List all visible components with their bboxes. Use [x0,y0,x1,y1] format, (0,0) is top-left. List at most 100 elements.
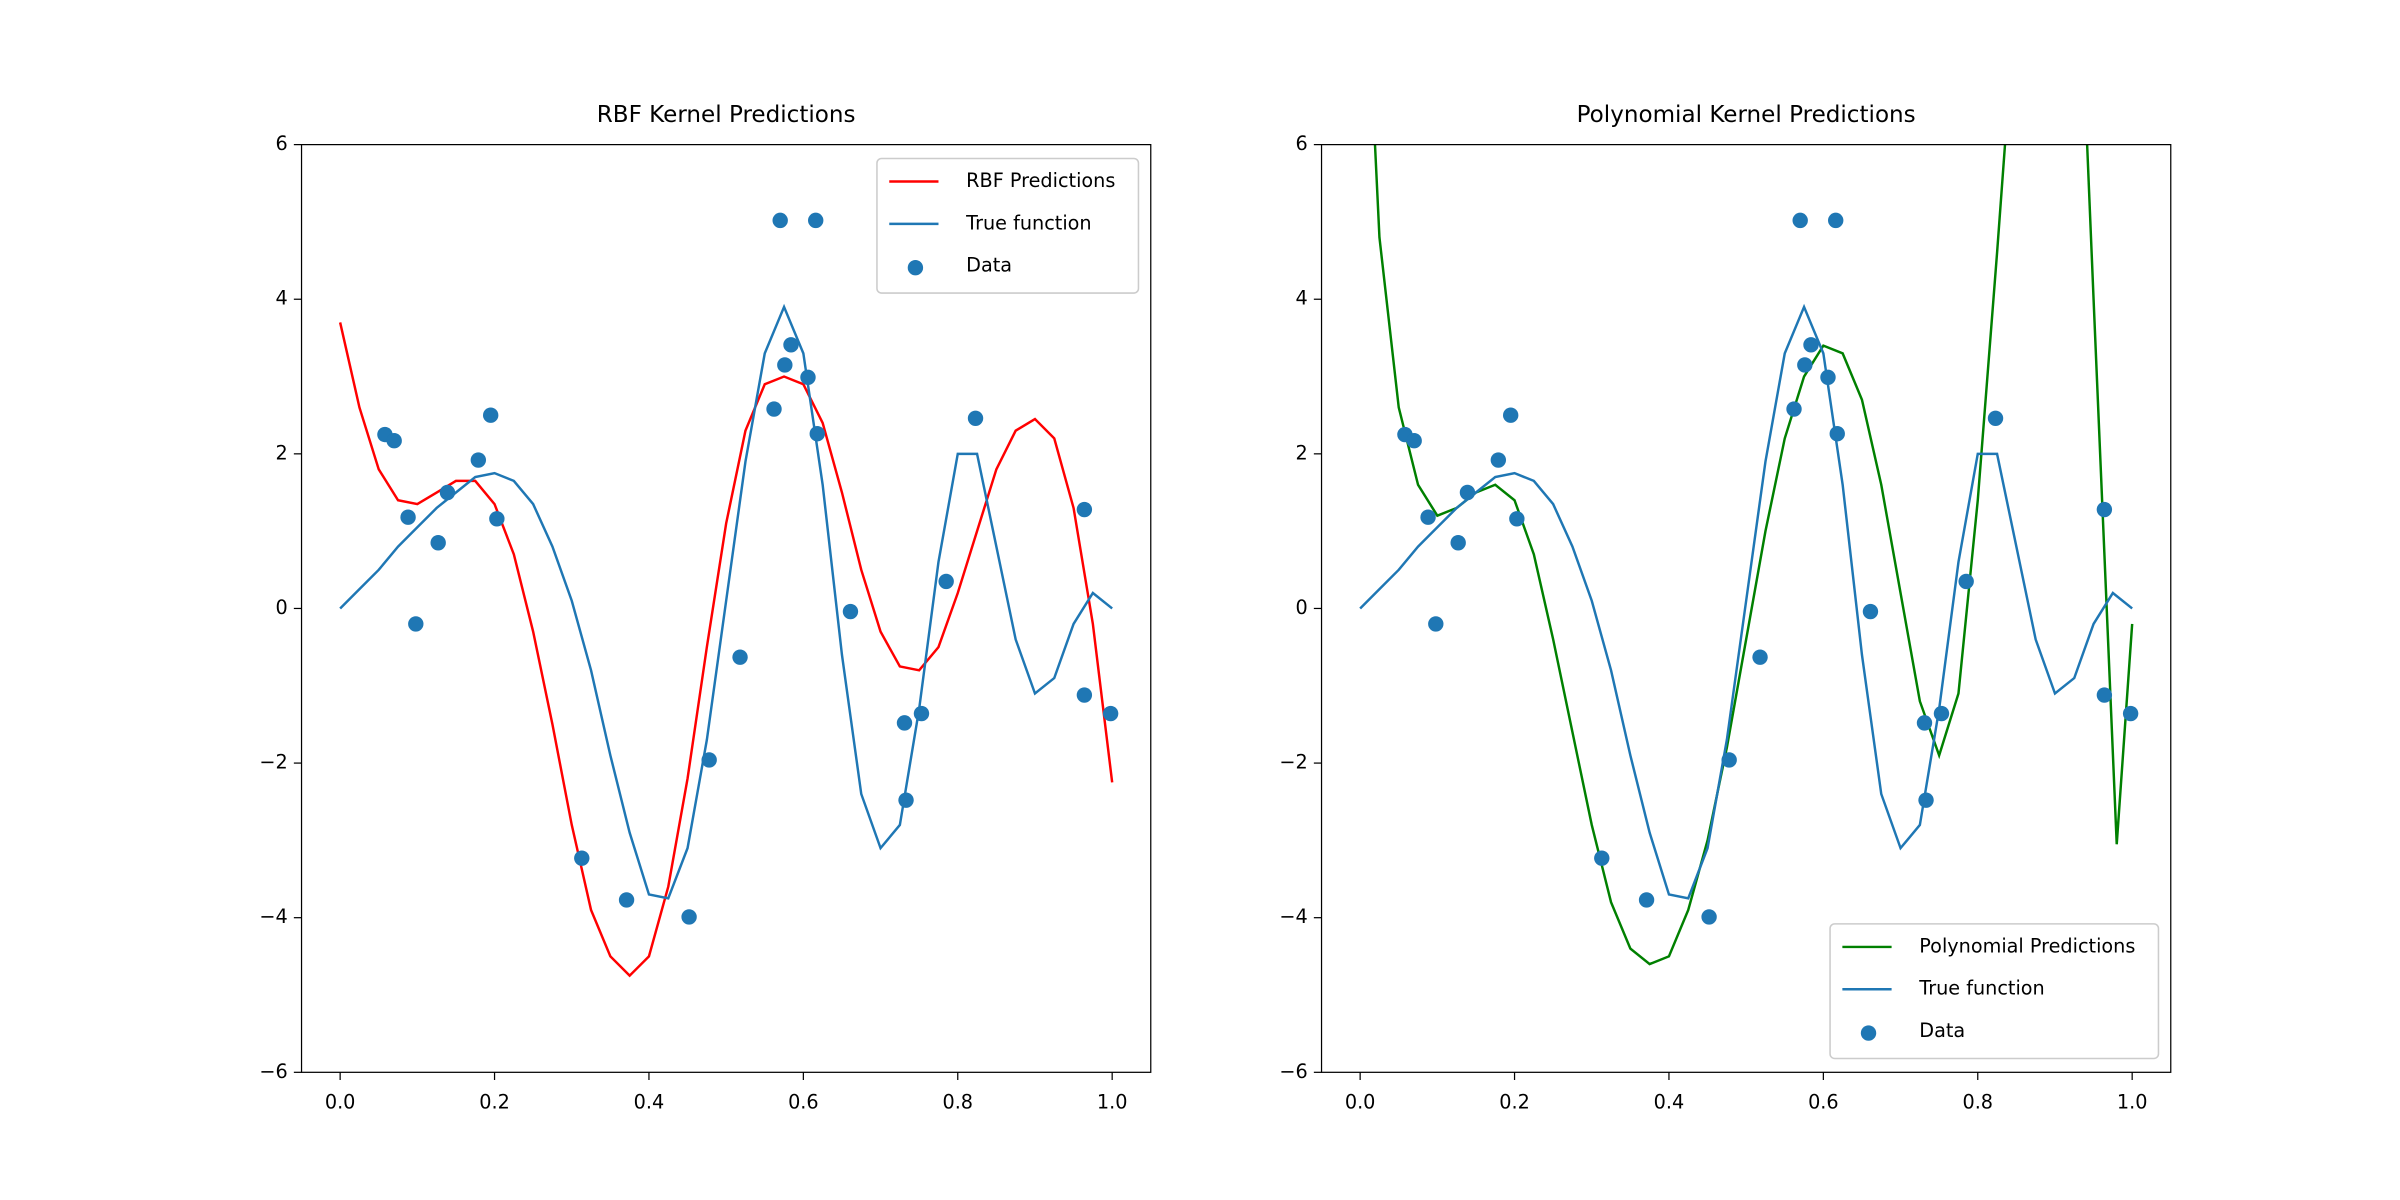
data-point [1752,649,1768,665]
data-point [1987,410,2004,426]
data-point [1406,433,1422,449]
legend-box [876,157,1140,294]
chart-title: RBF Kernel Predictions [597,102,856,128]
x-tick-label: 0.6 [1808,1091,1839,1114]
y-tick-label: −2 [259,751,287,774]
data-point [809,426,825,442]
x-tick-label: 0.4 [634,1091,665,1114]
data-point [913,705,930,722]
data-point [1797,357,1813,373]
data-point [1829,426,1845,442]
legend-label: True function [1918,977,2044,1000]
data-point [1450,535,1466,551]
y-tick-label: −4 [259,905,287,928]
chart-title: Polynomial Kernel Predictions [1577,102,1916,128]
data-point [1459,484,1476,501]
y-tick-label: 4 [275,287,287,310]
data-point [430,535,446,551]
data-point [439,484,456,501]
legend-label: RBF Predictions [966,169,1115,192]
x-tick-label: 0.0 [325,1091,356,1114]
axes-frame [1320,143,2172,1073]
data-point [1502,407,1519,423]
legend-marker [907,260,924,276]
data-point [1420,509,1436,525]
data-point [967,410,984,426]
y-tick-label: −4 [1279,905,1307,928]
data-point [1509,511,1525,527]
data-point [408,616,424,632]
data-point [896,715,913,731]
data-point [1916,715,1933,731]
legend-box [1829,923,2160,1060]
y-tick-label: 0 [275,596,287,619]
x-tick-label: 0.0 [1345,1091,1376,1114]
y-tick-label: −6 [259,1060,287,1083]
data-point [489,511,505,527]
data-point [1792,212,1808,229]
legend-label: Data [966,254,1012,277]
y-tick-label: 6 [1295,132,1307,155]
data-point [938,573,954,590]
data-point [2096,501,2113,518]
data-point [1594,850,1610,866]
data-point [1933,705,1950,722]
plot-area [1359,144,2139,966]
data-point [701,752,717,768]
data-point [1918,792,1934,808]
data-point [1428,616,1444,632]
data-point [574,850,590,866]
data-point [1803,337,1819,353]
y-tick-label: 6 [275,132,287,155]
series-line [339,303,1113,900]
x-tick-label: 1.0 [1097,1091,1128,1114]
plot-area [338,212,1119,978]
data-point [842,603,859,620]
x-tick-label: 0.2 [479,1091,510,1114]
data-point [772,212,788,229]
data-point [400,509,416,525]
data-point [777,357,793,373]
data-point [1721,752,1737,768]
data-point [898,792,914,808]
data-point [470,452,487,468]
data-point [732,649,748,665]
y-tick-label: 2 [275,441,287,464]
data-point [1820,369,1836,386]
legend-label: Polynomial Predictions [1919,934,2135,957]
series-line [1359,303,2133,900]
data-point [482,407,499,423]
x-tick-label: 1.0 [2117,1091,2148,1114]
legend: RBF Predictions True function Data [876,157,1140,294]
y-tick-label: 0 [1295,596,1307,619]
data-point [1102,705,1119,722]
data-point [1862,603,1879,620]
axes-frame [300,143,1152,1073]
data-point [681,909,697,925]
legend: Polynomial Predictions True function Data [1829,923,2160,1060]
data-point [1076,501,1093,518]
data-point [783,337,799,353]
legend-marker [1860,1025,1877,1041]
x-tick-label: 0.8 [942,1091,973,1114]
data-point [2122,705,2139,722]
data-point [800,369,816,386]
data-point [1701,909,1717,925]
data-point [386,433,402,449]
x-tick-label: 0.6 [788,1091,819,1114]
x-tick-label: 0.8 [1962,1091,1993,1114]
data-point [1828,212,1844,229]
data-point [1786,401,1802,417]
data-point [618,892,635,908]
legend-label: Data [1919,1019,1965,1042]
y-tick-label: 2 [1295,441,1307,464]
legend-label: True function [965,211,1091,234]
data-point [1490,452,1507,468]
y-tick-label: −2 [1279,751,1307,774]
y-tick-label: 4 [1295,287,1307,310]
data-point [1076,687,1093,703]
series-line [1373,144,2134,966]
data-point [808,212,824,229]
